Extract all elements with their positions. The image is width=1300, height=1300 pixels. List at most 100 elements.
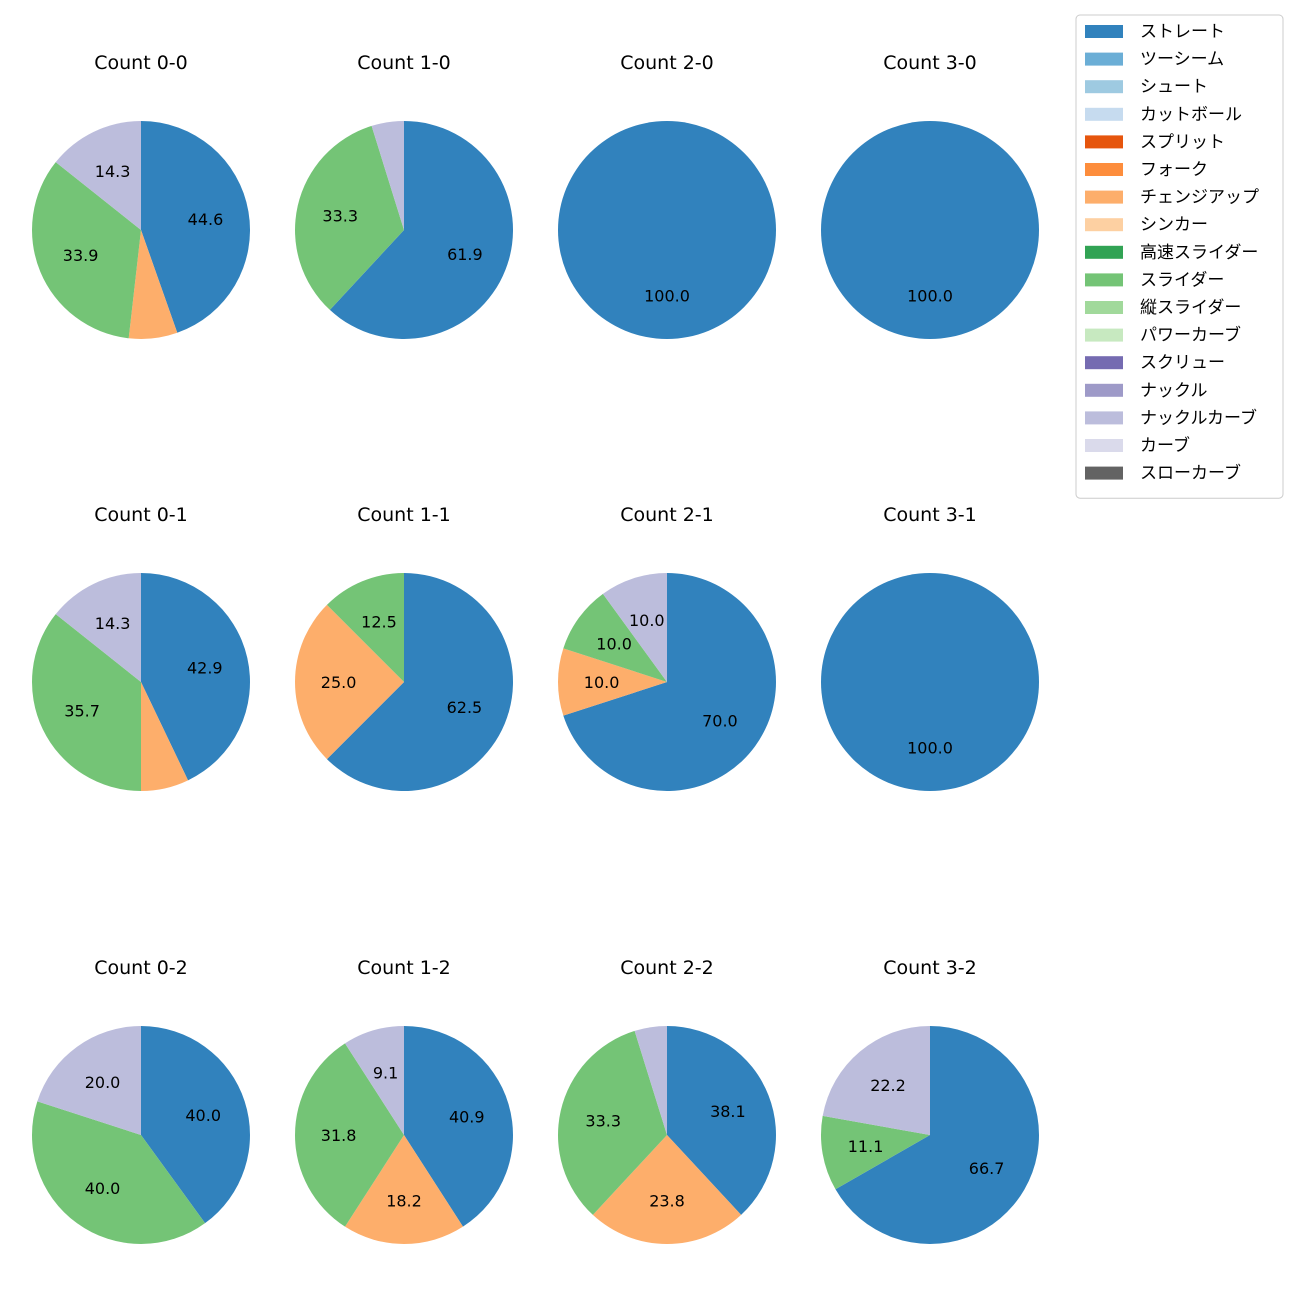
pie-title: Count 0-0 <box>94 52 188 74</box>
pie-12: Count 3-2 66.7 11.1 22.2 <box>820 957 1040 1244</box>
legend-swatch <box>1085 25 1123 38</box>
legend-label: カーブ <box>1140 435 1190 456</box>
pie-slice <box>667 1026 776 1215</box>
pie-slice <box>558 121 776 339</box>
legend-label: フォーク <box>1140 160 1208 180</box>
slice-label: 18.2 <box>386 1191 422 1210</box>
pie-title: Count 3-2 <box>883 957 977 979</box>
pie-slice <box>32 162 141 339</box>
legend-label: チェンジアップ <box>1140 188 1259 208</box>
pie-2: Count 1-0 61.9 33.3 <box>295 52 514 339</box>
slice-label: 42.9 <box>187 659 223 678</box>
legend-swatch <box>1085 328 1123 342</box>
legend-label: スローカーブ <box>1140 463 1241 484</box>
slice-label: 33.3 <box>322 207 358 226</box>
legend-swatch <box>1085 301 1123 314</box>
legend-swatch <box>1085 107 1123 121</box>
pie-slice <box>821 573 1039 791</box>
pie-slice <box>558 1030 667 1215</box>
pie-slice <box>141 121 251 333</box>
pie-title: Count 3-0 <box>883 52 977 74</box>
slice-label: 9.1 <box>373 1063 398 1082</box>
pie-slice <box>835 1026 1040 1244</box>
pie-title: Count 0-2 <box>94 957 188 979</box>
slice-label: 11.1 <box>848 1137 884 1156</box>
legend-swatch <box>1085 245 1123 259</box>
pie-slice <box>821 121 1039 339</box>
pie-slice <box>128 230 178 339</box>
pie-6: Count 1-1 62.5 25.0 12.5 <box>295 504 514 791</box>
legend-swatch <box>1085 190 1123 204</box>
legend-swatch <box>1085 163 1123 176</box>
legend-label: ツーシーム <box>1140 50 1224 70</box>
pie-slice <box>326 573 404 682</box>
pie-slice <box>345 1026 404 1135</box>
legend-frame <box>1075 14 1284 499</box>
legend-label: スライダー <box>1140 270 1224 290</box>
slice-label: 25.0 <box>321 673 357 692</box>
slice-label: 33.9 <box>63 246 99 265</box>
pie-slice <box>295 604 404 760</box>
legend-label: カットボール <box>1140 105 1242 125</box>
pie-title: Count 1-0 <box>357 52 451 74</box>
pie-slice <box>141 682 189 791</box>
legend-label: スプリット <box>1140 132 1225 152</box>
slice-label: 22.2 <box>870 1076 906 1095</box>
pie-slice <box>602 573 667 682</box>
pie-11: Count 2-2 38.1 23.8 33.3 <box>558 957 776 1244</box>
pie-5: Count 0-1 42.9 35.7 14.3 <box>32 504 250 791</box>
slice-label: 10.0 <box>629 611 665 630</box>
pie-slice <box>32 614 141 791</box>
pie-slice <box>820 1115 930 1190</box>
pie-10: Count 1-2 40.9 18.2 31.8 9.1 <box>295 957 513 1244</box>
slice-label: 100.0 <box>907 738 953 757</box>
legend-label: パワーカーブ <box>1140 325 1241 346</box>
pie-slice <box>55 573 141 682</box>
pie-8: Count 3-1 100.0 <box>821 504 1039 791</box>
slice-label: 38.1 <box>710 1102 746 1121</box>
slice-label: 35.7 <box>64 701 100 720</box>
slice-label: 23.8 <box>649 1191 685 1210</box>
pie-slice <box>371 121 404 230</box>
pie-slice <box>563 573 776 791</box>
pie-title: Count 2-2 <box>620 957 714 979</box>
slice-label: 44.6 <box>188 210 224 229</box>
legend-swatch <box>1085 80 1123 94</box>
pie-title: Count 2-1 <box>620 504 714 526</box>
legend-swatch <box>1085 466 1123 480</box>
pie-slice <box>31 1101 206 1245</box>
legend-label: ナックルカーブ <box>1140 407 1257 428</box>
pie-slice <box>55 121 141 230</box>
pie-title: Count 3-1 <box>883 504 977 526</box>
pie-slice <box>295 1043 404 1227</box>
slice-label: 40.0 <box>85 1179 121 1198</box>
slice-label: 20.0 <box>85 1073 121 1092</box>
legend-swatch <box>1085 52 1123 66</box>
slice-label: 40.9 <box>449 1108 485 1127</box>
pie-slice <box>141 1026 250 1224</box>
slice-label: 70.0 <box>702 711 738 730</box>
slice-label: 31.8 <box>321 1126 357 1145</box>
slice-label: 100.0 <box>644 286 690 305</box>
legend-swatch <box>1085 218 1123 232</box>
pie-9: Count 0-2 40.0 40.0 20.0 <box>31 957 250 1245</box>
slice-label: 61.9 <box>447 245 483 264</box>
pie-slice <box>326 573 514 791</box>
pie-3: Count 2-0 100.0 <box>558 52 776 339</box>
slice-label: 14.3 <box>95 614 131 633</box>
legend-label: スクリュー <box>1140 353 1225 373</box>
pie-slice <box>329 121 514 339</box>
legend-swatch <box>1085 273 1123 287</box>
slice-label: 12.5 <box>361 613 397 632</box>
legend-label: ナックル <box>1140 381 1208 401</box>
pie-slice <box>592 1135 742 1244</box>
pie-slice <box>37 1026 141 1135</box>
pie-title: Count 0-1 <box>94 504 188 526</box>
pie-title: Count 2-0 <box>620 52 714 74</box>
legend-label: シンカー <box>1140 215 1208 235</box>
legend: ストレートツーシームシュートカットボールスプリットフォークチェンジアップシンカー… <box>1075 14 1284 499</box>
slice-label: 62.5 <box>447 698 483 717</box>
slice-label: 100.0 <box>907 286 953 305</box>
pie-slice <box>822 1026 930 1135</box>
